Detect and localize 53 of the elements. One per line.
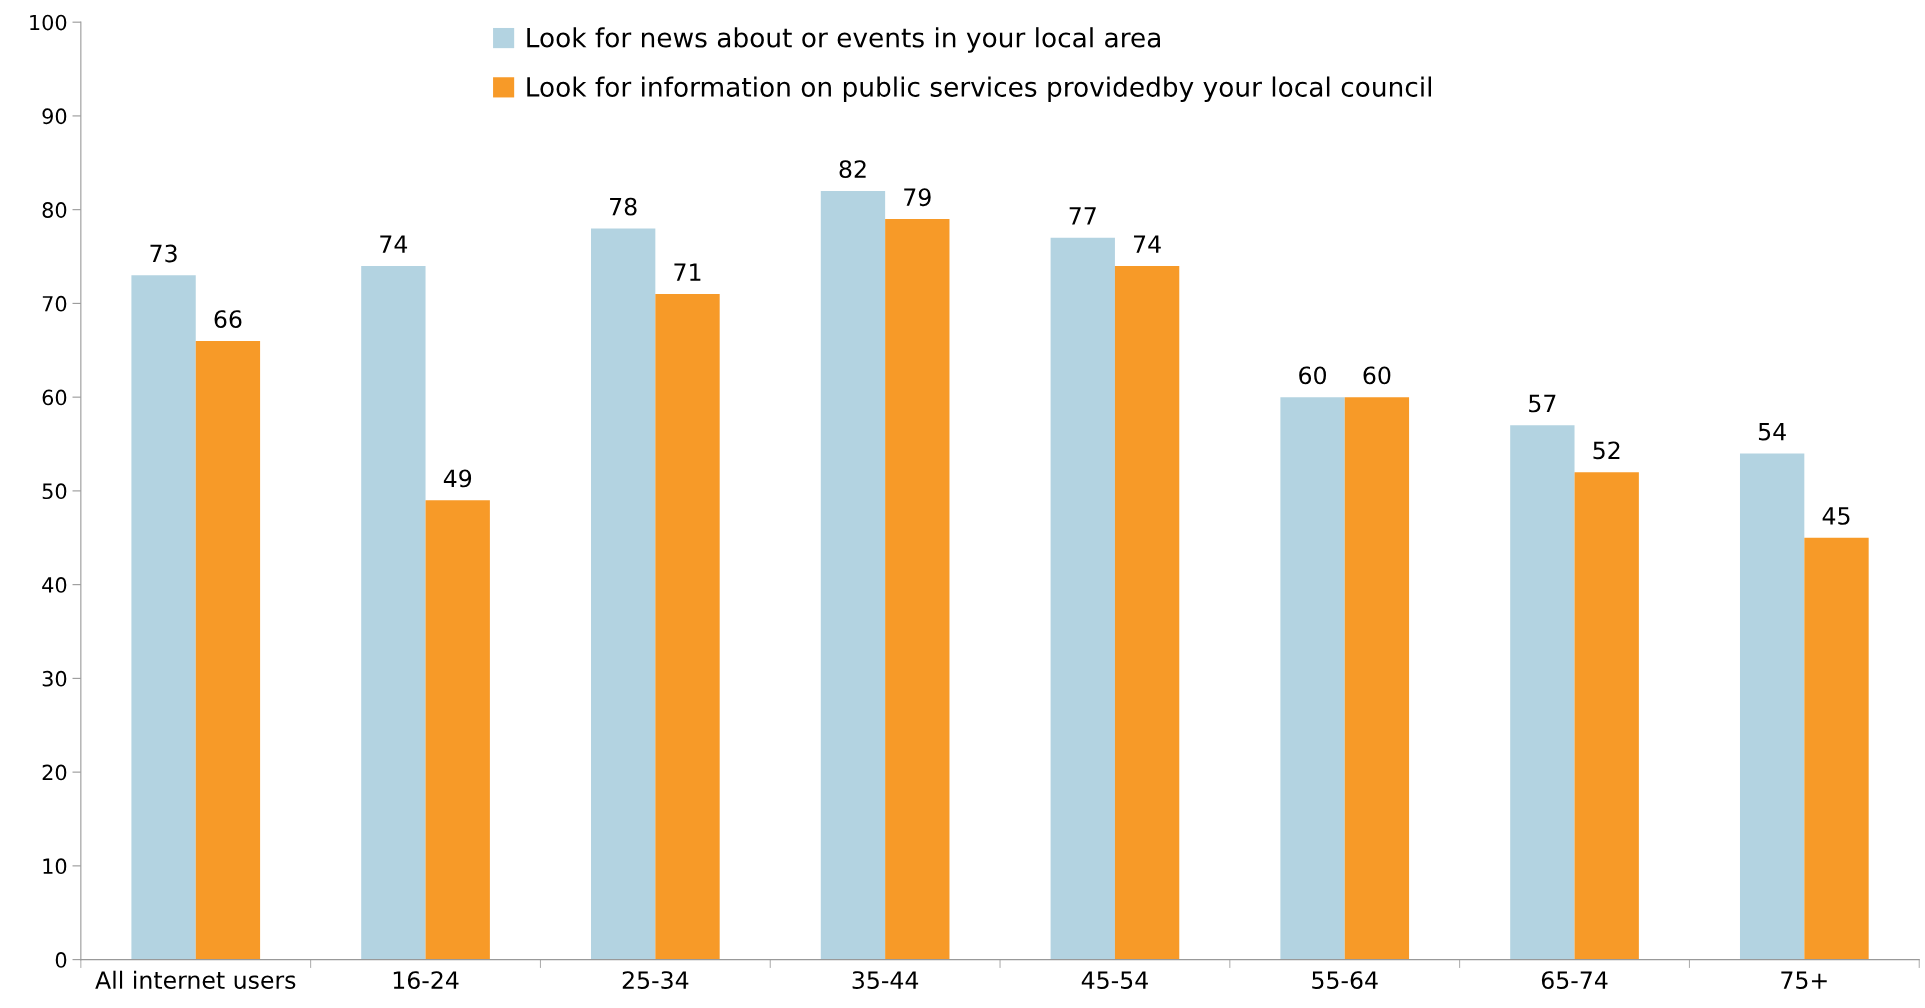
- bar: [1050, 237, 1115, 960]
- y-tick-label: 80: [42, 202, 67, 218]
- bar: [195, 340, 261, 960]
- bar: [1344, 397, 1410, 960]
- bar: [655, 294, 720, 960]
- y-tick-label: 0: [55, 952, 67, 968]
- y-tick-label: 30: [42, 670, 67, 687]
- x-tick-label: 55-64: [1312, 971, 1378, 989]
- bar: [885, 219, 950, 960]
- data-label: 49: [443, 469, 472, 488]
- data-label: 71: [674, 263, 701, 281]
- bar: [591, 228, 656, 960]
- y-tick-label: 20: [42, 764, 67, 781]
- y-tick-label: 10: [43, 858, 67, 875]
- x-tick-label: 65-74: [1541, 971, 1608, 989]
- y-tick-label: 90: [42, 108, 67, 125]
- x-tick-label: All internet users: [95, 970, 296, 989]
- bar: [820, 190, 886, 960]
- legend-label: Look for news about or events in your local area: [527, 27, 1160, 53]
- data-label: 73: [150, 244, 177, 263]
- legend-label: Look for information on public services providedby your local council: [527, 76, 1431, 103]
- bar: [361, 265, 426, 960]
- data-label: 74: [1134, 235, 1161, 253]
- data-label: 54: [1758, 422, 1786, 441]
- x-tick-label: 16-24: [393, 971, 459, 989]
- data-label: 60: [1363, 366, 1391, 385]
- bar: [425, 500, 490, 960]
- x-tick-label: 35-44: [852, 971, 919, 989]
- data-label: 45: [1822, 507, 1850, 525]
- bar: [1510, 425, 1575, 960]
- data-label: 82: [839, 160, 866, 179]
- y-tick-label: 100: [30, 14, 67, 31]
- data-label: 74: [380, 235, 408, 253]
- data-label: 60: [1299, 366, 1327, 385]
- bar: [1114, 265, 1180, 960]
- data-label: 78: [610, 197, 637, 216]
- bar: [1574, 472, 1639, 960]
- y-tick-label: 60: [42, 389, 67, 406]
- bar: [1280, 397, 1345, 960]
- bar: [1739, 453, 1805, 960]
- data-label: 57: [1529, 394, 1556, 413]
- y-tick-label: 50: [42, 483, 67, 500]
- x-tick-label: 45-54: [1081, 971, 1148, 989]
- data-label: 52: [1593, 441, 1620, 460]
- data-label: 66: [214, 310, 242, 328]
- bar: [1804, 537, 1869, 960]
- x-tick-label: 75+: [1781, 971, 1827, 989]
- data-label: 77: [1069, 207, 1096, 225]
- data-label: 79: [904, 188, 931, 207]
- x-tick-label: 25-34: [622, 971, 689, 989]
- y-tick-label: 70: [42, 295, 67, 312]
- bar: [131, 275, 196, 960]
- y-tick-label: 40: [42, 577, 67, 593]
